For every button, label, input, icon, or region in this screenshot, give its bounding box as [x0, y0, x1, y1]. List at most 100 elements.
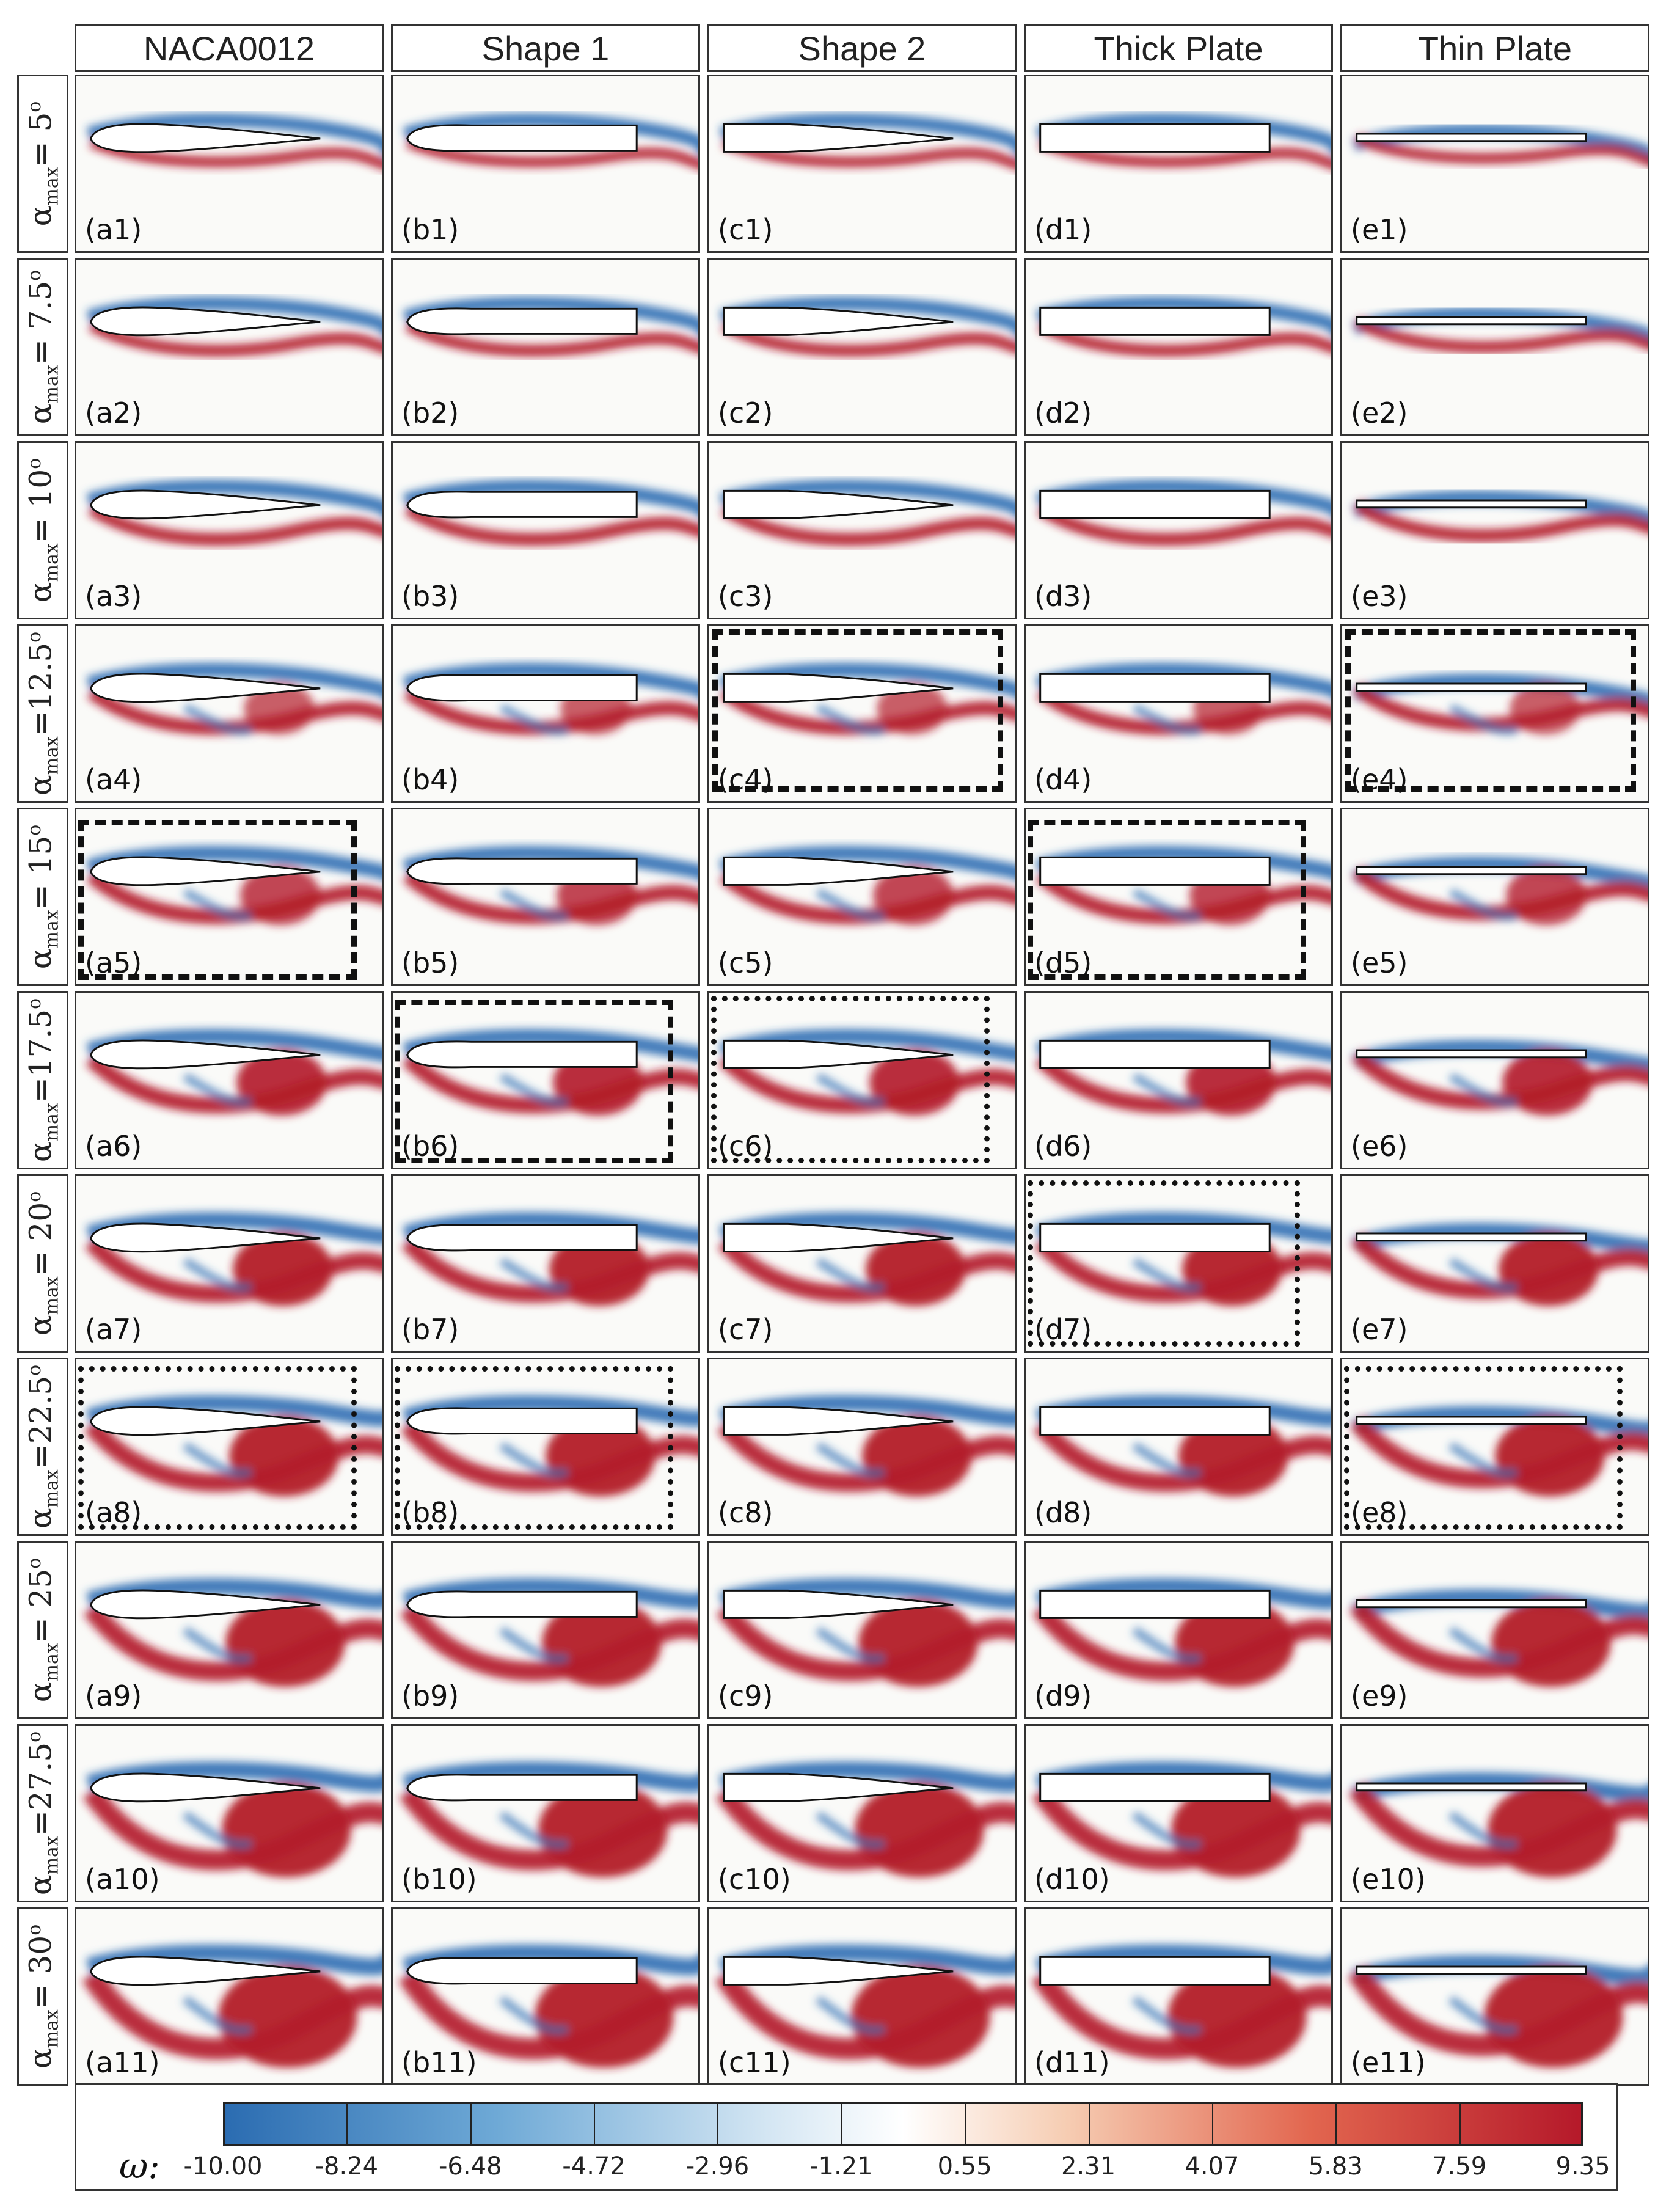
- panel-a6: (a6): [75, 991, 384, 1169]
- vorticity-field: [400, 1395, 698, 1497]
- leading-edge-vortex: [862, 1416, 972, 1497]
- panel-c6: (c6): [707, 991, 1017, 1169]
- airfoil-body: [1356, 316, 1587, 326]
- alpha-symbol: α: [23, 1681, 59, 1703]
- colorbar-tick-label: -8.24: [315, 2152, 379, 2180]
- panel-label: (b11): [401, 2046, 477, 2079]
- airfoil-body: [90, 1222, 321, 1253]
- column-header-c: Shape 2: [707, 24, 1017, 72]
- colorbar-tick: [1211, 2102, 1213, 2146]
- panel-label: (b4): [401, 763, 459, 796]
- leading-edge-vortex: [233, 1232, 333, 1306]
- airfoil-body: [90, 1589, 321, 1620]
- lower-shear-layer: [1038, 320, 1331, 357]
- secondary-vortex: [816, 1073, 886, 1106]
- alpha-subscript: max: [41, 736, 63, 775]
- alpha-value: = 20: [23, 1202, 59, 1277]
- colorbar-tick: [1088, 2102, 1090, 2146]
- degree-symbol: o: [23, 998, 45, 1009]
- row-label-2: αmax= 7.5o: [17, 258, 68, 436]
- panel-label: (a3): [85, 580, 142, 613]
- panel-label: (d2): [1034, 397, 1092, 429]
- vorticity-field: [399, 1761, 698, 1877]
- degree-symbol: o: [23, 1731, 45, 1742]
- panel-a9: (a9): [75, 1541, 384, 1719]
- alpha-symbol: α: [23, 582, 59, 603]
- panel-c11: (c11): [707, 1907, 1017, 2086]
- airfoil-body: [1356, 1599, 1587, 1609]
- leading-edge-vortex: [873, 866, 954, 926]
- airfoil-body: [723, 306, 954, 336]
- degree-symbol: o: [23, 631, 45, 643]
- panel-label: (e2): [1351, 397, 1408, 429]
- leading-edge-vortex: [538, 1782, 668, 1877]
- leading-edge-vortex: [866, 1232, 966, 1306]
- panel-label: (d1): [1034, 213, 1092, 246]
- panel-label: (e11): [1351, 2046, 1426, 2079]
- airfoil-body: [1039, 123, 1271, 153]
- secondary-vortex: [1448, 1626, 1519, 1664]
- airfoil-body: [90, 673, 321, 703]
- panel-label: (b7): [401, 1313, 459, 1346]
- vorticity-field: [398, 1944, 698, 2068]
- vorticity-field: [86, 663, 382, 736]
- panel-label: (c5): [718, 946, 773, 979]
- vorticity-field: [1035, 663, 1331, 736]
- leading-edge-vortex: [229, 1416, 339, 1497]
- panel-b3: (b3): [391, 441, 700, 619]
- panel-c2: (c2): [707, 258, 1017, 436]
- panel-label: (e9): [1351, 1679, 1408, 1712]
- colorbar-tick: [965, 2102, 966, 2146]
- panel-label: (e10): [1351, 1863, 1426, 1896]
- vorticity-field: [86, 846, 382, 926]
- lower-shear-layer: [1353, 499, 1648, 543]
- airfoil-body: [90, 1956, 321, 1986]
- colorbar-tick: [1459, 2102, 1461, 2146]
- panel-d9: (d9): [1024, 1541, 1333, 1719]
- column-header-a: NACA0012: [75, 24, 384, 72]
- panel-c9: (c9): [707, 1541, 1017, 1719]
- vorticity-field: [84, 1395, 382, 1497]
- secondary-vortex: [499, 1442, 569, 1478]
- vorticity-field: [400, 1578, 698, 1687]
- leading-edge-vortex: [1506, 866, 1587, 926]
- colorbar-tick-label: -6.48: [438, 2152, 502, 2180]
- panel-label: (a11): [85, 2046, 160, 2079]
- colorbar-tick-label: 0.55: [937, 2152, 992, 2180]
- leading-edge-vortex: [1171, 1782, 1301, 1877]
- panel-e11: (e11): [1340, 1907, 1649, 2086]
- airfoil-body: [406, 857, 638, 885]
- panel-label: (e8): [1351, 1496, 1408, 1529]
- alpha-subscript: max: [41, 1469, 63, 1508]
- panel-e7: (e7): [1340, 1174, 1649, 1353]
- panel-a8: (a8): [75, 1358, 384, 1536]
- alpha-symbol: α: [23, 1874, 59, 1896]
- panel-label: (a2): [85, 397, 142, 429]
- alpha-value: =12.5: [23, 642, 59, 737]
- alpha-symbol: α: [23, 948, 59, 970]
- leading-edge-vortex: [1167, 1966, 1307, 2068]
- colorbar-tick-label: -10.00: [183, 2152, 263, 2180]
- panel-label: (d8): [1034, 1496, 1092, 1529]
- airfoil-body: [406, 1040, 638, 1069]
- panel-label: (d10): [1034, 1863, 1110, 1896]
- secondary-vortex: [1448, 1811, 1519, 1849]
- panel-label: (c2): [718, 397, 773, 429]
- lower-shear-layer: [720, 503, 1015, 546]
- alpha-symbol: α: [23, 775, 59, 796]
- secondary-vortex: [499, 1811, 569, 1849]
- vorticity-field: [86, 296, 382, 357]
- airfoil-body: [723, 1956, 954, 1986]
- colorbar: ω: -10.00 -8.24 -6.48 -4.72 -2.96 -1.21 0.55 2.3…: [75, 2083, 1618, 2191]
- vorticity-field: [1035, 1029, 1331, 1116]
- degree-symbol: o: [23, 1191, 45, 1202]
- panel-label: (a6): [85, 1130, 142, 1163]
- vorticity-field: [719, 663, 1015, 736]
- vorticity-field: [1034, 1212, 1331, 1306]
- vorticity-field: [1032, 1761, 1331, 1877]
- airfoil-body: [1356, 133, 1587, 142]
- vorticity-field: [403, 846, 698, 926]
- row-label-3: αmax= 10o: [17, 441, 68, 619]
- panel-label: (d3): [1034, 580, 1092, 613]
- panel-b4: (b4): [391, 624, 700, 803]
